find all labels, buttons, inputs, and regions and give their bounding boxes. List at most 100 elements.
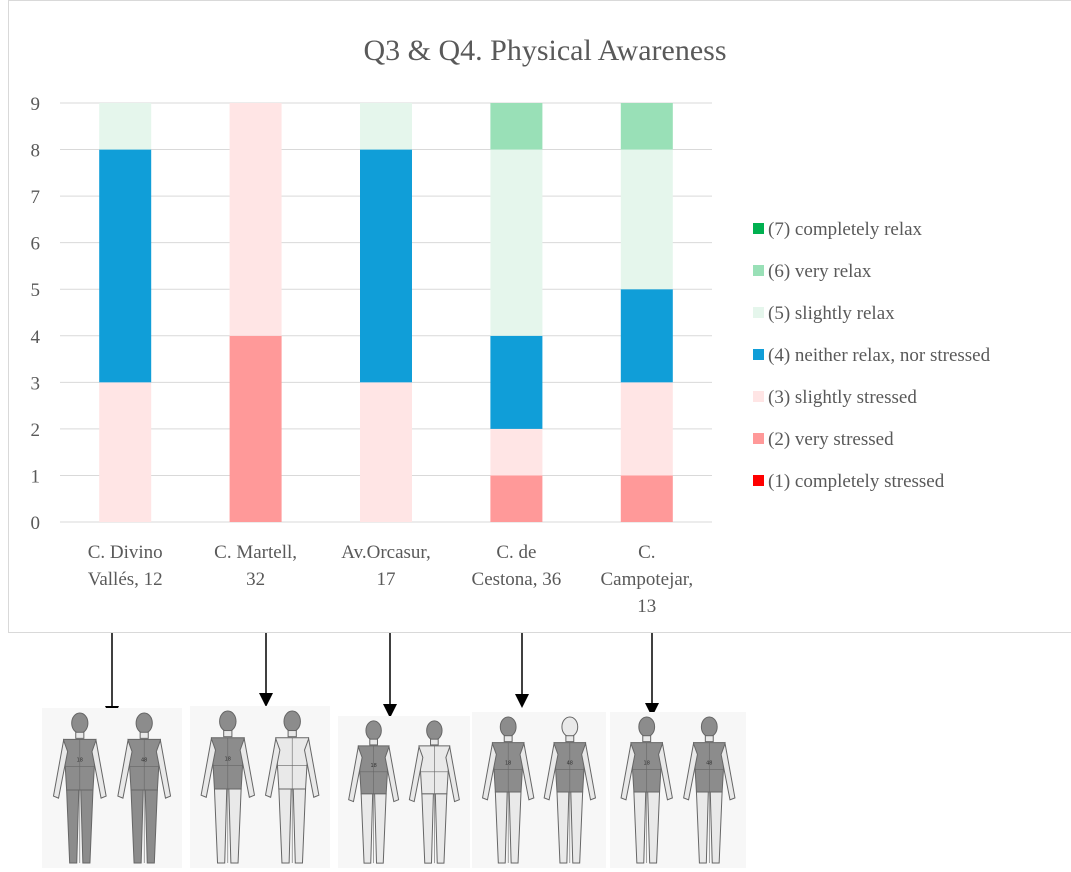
body-right-arm <box>91 738 107 799</box>
body-right-leg <box>434 793 448 864</box>
y-tick-label: 0 <box>31 513 41 534</box>
body-right-leg <box>508 791 522 864</box>
body-head <box>638 716 656 738</box>
body-left-arm <box>200 736 217 798</box>
x-category-label: Av.Orcasur, <box>341 542 430 563</box>
body-right-arm <box>155 738 172 799</box>
bar-segment <box>229 335 282 522</box>
body-map-panel: 18 48 <box>472 712 606 868</box>
bar-segment <box>99 382 152 522</box>
body-region-number: 48 <box>141 758 147 764</box>
bar-segment <box>620 289 673 383</box>
body-right-leg <box>709 791 723 864</box>
x-category-label: C. de <box>496 542 536 563</box>
body-region-number: 18 <box>225 756 231 762</box>
body-left-arm <box>481 741 497 801</box>
body-left-leg <box>695 791 709 864</box>
body-left-leg <box>66 789 80 864</box>
bar-segment <box>490 149 543 336</box>
legend-swatch <box>753 265 764 276</box>
body-left-arm <box>264 736 281 798</box>
body-region-number: 18 <box>644 760 650 766</box>
body-neck <box>503 735 513 743</box>
y-tick-label: 5 <box>31 280 41 301</box>
arrows-layer <box>105 633 659 720</box>
body-region-number: 48 <box>706 760 712 766</box>
x-category-label: C. <box>638 542 655 563</box>
body-left-leg <box>278 788 292 864</box>
x-category-label: C. Martell, <box>214 542 297 563</box>
y-tick-label: 7 <box>31 187 41 208</box>
body-map-background <box>338 716 470 868</box>
legend-swatch <box>753 349 764 360</box>
body-left-leg <box>494 791 508 864</box>
body-left-leg <box>360 793 374 864</box>
body-map-background <box>472 712 606 868</box>
body-head <box>426 720 443 741</box>
body-region-number: 18 <box>77 758 83 764</box>
x-category-label: C. Divino <box>88 542 163 563</box>
arrow-head <box>259 693 273 707</box>
y-tick-label: 3 <box>31 373 41 394</box>
bar-segment <box>99 149 152 383</box>
body-left-leg <box>633 791 647 864</box>
body-region-number: 18 <box>370 763 376 769</box>
body-left-arm <box>408 744 424 803</box>
body-left-leg <box>421 793 434 864</box>
body-map-background <box>610 712 746 868</box>
body-right-leg <box>292 788 307 864</box>
x-category-label: 32 <box>246 569 265 590</box>
bar-segment <box>620 149 673 290</box>
body-map-panel: 18 48 <box>42 708 182 868</box>
body-right-leg <box>144 789 158 864</box>
body-right-leg <box>570 791 584 864</box>
x-category-labels: C. Divino Vallés, 12 C. Martell, 32 Av.Orcas… <box>88 542 693 617</box>
body-left-arm <box>52 738 69 799</box>
body-map-background <box>190 706 330 868</box>
legend-label: (2) very stressed <box>768 429 894 450</box>
arrow-head <box>645 703 659 717</box>
y-tick-label: 2 <box>31 420 41 441</box>
body-right-leg <box>228 788 242 864</box>
body-head <box>499 716 517 738</box>
y-tick-label: 4 <box>31 327 41 348</box>
body-map-panel: 18 <box>190 706 330 868</box>
arrow-head <box>515 694 529 708</box>
bars-layer <box>99 103 673 522</box>
legend-swatch <box>753 223 764 234</box>
legend: (7) completely relax (6) very relax (5) sl… <box>753 219 991 492</box>
body-map-background <box>42 708 182 868</box>
body-left-arm <box>683 741 698 801</box>
y-tick-label: 9 <box>31 94 41 115</box>
bar-segment <box>490 428 543 476</box>
body-right-leg <box>647 791 661 864</box>
x-category-label: 13 <box>637 596 656 617</box>
body-head <box>700 716 718 738</box>
body-right-arm <box>239 736 256 798</box>
body-left-leg <box>213 788 228 864</box>
body-right-arm <box>720 741 736 801</box>
body-neck <box>75 731 85 739</box>
body-right-leg <box>80 789 94 864</box>
body-right-leg <box>374 793 387 864</box>
legend-label: (7) completely relax <box>768 219 923 240</box>
body-head <box>365 720 382 741</box>
legend-label: (4) neither relax, nor stressed <box>768 345 991 366</box>
legend-swatch <box>753 391 764 402</box>
bar-segment <box>490 475 543 522</box>
body-right-arm <box>519 741 535 801</box>
arrow-head <box>383 704 397 718</box>
bar-segment <box>360 149 412 383</box>
body-right-arm <box>581 741 597 801</box>
legend-label: (6) very relax <box>768 261 872 282</box>
body-right-arm <box>303 736 320 798</box>
body-neck <box>430 738 439 746</box>
bar-segment <box>620 382 673 476</box>
legend-swatch <box>753 433 764 444</box>
body-neck <box>287 730 297 738</box>
body-head <box>135 712 153 734</box>
x-category-label: Campotejar, <box>600 569 693 590</box>
bar-segment <box>490 103 543 150</box>
bar-segment <box>229 103 282 336</box>
